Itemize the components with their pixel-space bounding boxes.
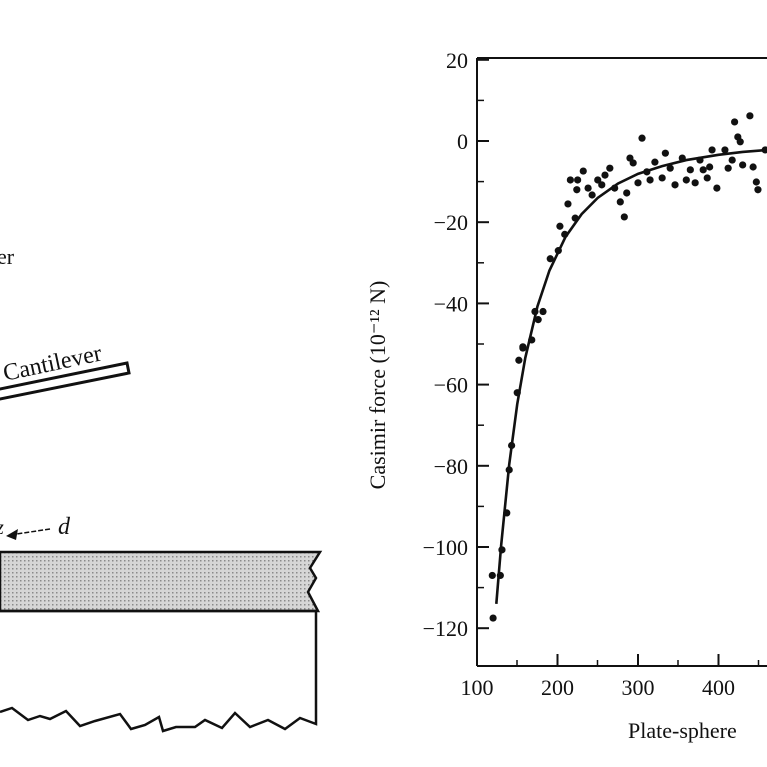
y-axis-label: Casimir force (10⁻¹² N) [365, 281, 390, 490]
data-point [566, 176, 574, 184]
data-point [708, 146, 716, 154]
x-tick-label: 300 [622, 675, 655, 700]
cantilever-beam [0, 361, 131, 401]
data-point [503, 509, 511, 517]
cantilever-diagram: er Cantilever z d [0, 244, 323, 733]
coating-layer [0, 550, 323, 613]
data-point [634, 179, 642, 187]
y-tick-label: 20 [446, 48, 468, 73]
z-label: z [0, 517, 4, 539]
data-point [584, 184, 592, 192]
data-point [505, 466, 513, 474]
data-point [616, 198, 624, 206]
data-point [561, 230, 569, 238]
x-tick-label: 100 [461, 675, 494, 700]
arrowhead-icon [6, 529, 18, 540]
data-point [646, 176, 654, 184]
data-point [606, 164, 614, 172]
data-point [703, 174, 711, 182]
y-tick-label: −20 [434, 210, 468, 235]
data-point [686, 166, 694, 174]
data-point [746, 112, 754, 120]
data-point [574, 176, 582, 184]
data-point [638, 134, 646, 142]
data-point [696, 156, 704, 164]
data-point [539, 307, 547, 316]
y-tick-label: −120 [423, 616, 468, 641]
y-tick-label: −80 [434, 454, 468, 479]
data-point [721, 146, 729, 154]
data-point [571, 214, 579, 222]
data-point [736, 138, 744, 146]
data-point [752, 178, 760, 186]
data-point [728, 156, 736, 164]
y-tick-label: −60 [434, 373, 468, 398]
data-point [643, 168, 651, 176]
data-point [601, 171, 609, 179]
data-point [666, 164, 674, 172]
data-point [682, 176, 690, 184]
data-point [534, 316, 542, 324]
data-point [754, 186, 762, 194]
data-point [579, 167, 587, 175]
data-point [556, 222, 564, 230]
data-point [554, 247, 562, 255]
partial-label: er [0, 244, 15, 269]
data-point [611, 184, 619, 192]
data-point [519, 343, 527, 351]
data-point [761, 146, 767, 154]
data-point [546, 255, 554, 263]
data-point [489, 614, 497, 622]
data-point [749, 163, 757, 171]
data-point [594, 176, 602, 184]
data-point [739, 161, 747, 169]
data-point [488, 571, 496, 580]
x-axis-label: Plate-sphere [628, 718, 737, 743]
data-point [671, 181, 679, 189]
data-point [658, 174, 666, 182]
data-point [496, 571, 504, 580]
data-point [498, 546, 506, 554]
data-point [508, 441, 516, 450]
data-point [661, 149, 669, 157]
data-point [588, 191, 596, 199]
x-tick-label: 400 [702, 675, 735, 700]
data-point [528, 336, 536, 344]
data-point [515, 356, 523, 364]
data-point [623, 189, 631, 197]
data-point [651, 158, 659, 166]
data-point [678, 154, 686, 162]
substrate [0, 609, 318, 733]
x-tick-label: 200 [541, 675, 574, 700]
data-point [573, 186, 581, 194]
data-point [629, 159, 637, 167]
data-point [713, 184, 721, 192]
data-point [706, 163, 714, 171]
d-label: d [58, 514, 71, 540]
y-tick-label: 0 [457, 129, 468, 154]
fit-curve [495, 148, 767, 604]
casimir-force-chart: 200−20−40−60−80−100−120 100 200 300 400 Cas… [365, 48, 767, 743]
data-point [598, 181, 606, 189]
data-point [620, 213, 628, 221]
data-point [513, 389, 521, 397]
data-point [691, 179, 699, 187]
data-point [699, 166, 707, 174]
y-tick-label: −40 [434, 291, 468, 316]
data-point [531, 307, 539, 316]
y-tick-label: −100 [423, 535, 468, 560]
data-point [564, 200, 572, 208]
data-point [724, 164, 732, 172]
data-point [731, 118, 739, 126]
